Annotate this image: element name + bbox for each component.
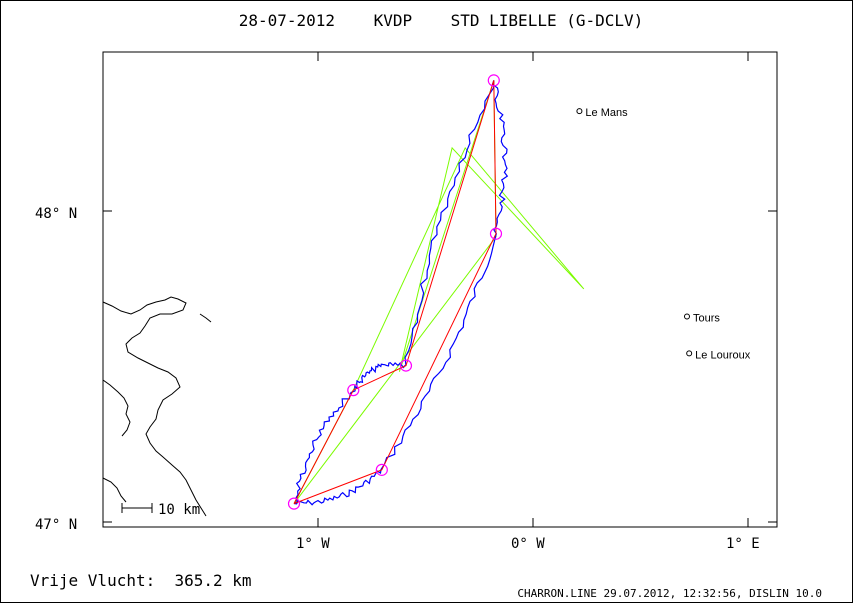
lon-label-1w: 1° W [296,536,330,552]
scale-bar [121,503,153,513]
turnpoints-layer [287,74,503,510]
optimized-route-line [293,80,497,505]
footer-credit: CHARRON.LINE 29.07.2012, 12:32:56, DISLI… [517,587,822,600]
gps-track-line [293,80,509,506]
place-marker [576,108,583,115]
turnpoint-marker [399,359,413,372]
lat-label-48: 48° N [35,206,77,222]
turnpoint-marker [375,463,388,476]
place-marker [683,313,690,320]
axis-ticks [103,52,777,527]
turnpoint-marker [287,497,301,510]
turnpoint-marker [487,74,500,87]
lon-label-1e: 1° E [726,536,760,552]
free-flight-distance: Vrije Vlucht: 365.2 km [30,571,252,590]
lon-label-0w: 0° W [511,536,545,552]
places-layer: Le Mans Tours Le Louroux [576,107,751,361]
lat-label-47: 47° N [35,517,77,533]
place-label: Le Louroux [695,349,751,361]
turnpoint-marker [489,227,503,240]
scale-label: 10 km [158,502,200,518]
place-label: Le Mans [585,107,628,119]
place-label: Tours [693,313,720,325]
turnpoint-marker [347,384,360,397]
place-marker [686,350,693,357]
coastline [102,296,212,517]
map-frame [102,51,778,528]
declared-route-line [293,80,585,504]
map-title: 28-07-2012 KVDP STD LIBELLE (G-DCLV) [239,11,644,30]
